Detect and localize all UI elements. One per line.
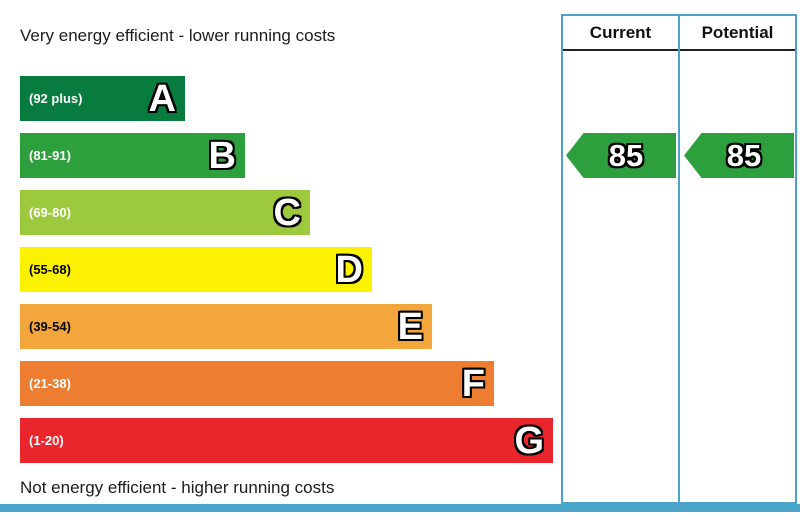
band-letter: A bbox=[148, 77, 176, 120]
current-column: Current bbox=[563, 16, 680, 502]
band-row-d: (55-68) D bbox=[20, 247, 560, 292]
band-row-c: (69-80) C bbox=[20, 190, 560, 235]
bottom-rule bbox=[0, 504, 800, 512]
current-rating-arrow: 85 bbox=[566, 133, 676, 178]
band-bar-d: (55-68) D bbox=[20, 247, 372, 292]
bands-area: (92 plus) A (81-91) B (69-80) C (55-68) … bbox=[20, 76, 560, 475]
band-range-label: (55-68) bbox=[29, 262, 71, 277]
current-column-header: Current bbox=[563, 16, 678, 51]
current-rating-value: 85 bbox=[608, 138, 644, 173]
band-bar-b: (81-91) B bbox=[20, 133, 245, 178]
band-letter: E bbox=[397, 305, 423, 348]
band-row-b: (81-91) B bbox=[20, 133, 560, 178]
band-row-e: (39-54) E bbox=[20, 304, 560, 349]
band-range-label: (1-20) bbox=[29, 433, 64, 448]
top-efficiency-label: Very energy efficient - lower running co… bbox=[20, 26, 336, 45]
band-bar-g: (1-20) G bbox=[20, 418, 553, 463]
band-range-label: (92 plus) bbox=[29, 91, 83, 106]
potential-rating-value: 85 bbox=[726, 138, 762, 173]
potential-column-header: Potential bbox=[680, 16, 795, 51]
band-bar-a: (92 plus) A bbox=[20, 76, 185, 121]
band-range-label: (69-80) bbox=[29, 205, 71, 220]
band-range-label: (39-54) bbox=[29, 319, 71, 334]
band-bar-f: (21-38) F bbox=[20, 361, 494, 406]
band-bar-e: (39-54) E bbox=[20, 304, 432, 349]
potential-rating-arrow: 85 bbox=[684, 133, 794, 178]
band-letter: C bbox=[273, 191, 301, 234]
rating-table: Current Potential bbox=[561, 14, 797, 504]
band-row-a: (92 plus) A bbox=[20, 76, 560, 121]
band-letter: B bbox=[208, 134, 236, 177]
bottom-efficiency-label: Not energy efficient - higher running co… bbox=[20, 478, 335, 497]
band-range-label: (81-91) bbox=[29, 148, 71, 163]
potential-column: Potential bbox=[680, 16, 795, 502]
band-range-label: (21-38) bbox=[29, 376, 71, 391]
band-letter: D bbox=[335, 248, 363, 291]
band-row-g: (1-20) G bbox=[20, 418, 560, 463]
band-letter: G bbox=[514, 419, 544, 462]
band-bar-c: (69-80) C bbox=[20, 190, 310, 235]
band-row-f: (21-38) F bbox=[20, 361, 560, 406]
band-letter: F bbox=[461, 362, 485, 405]
